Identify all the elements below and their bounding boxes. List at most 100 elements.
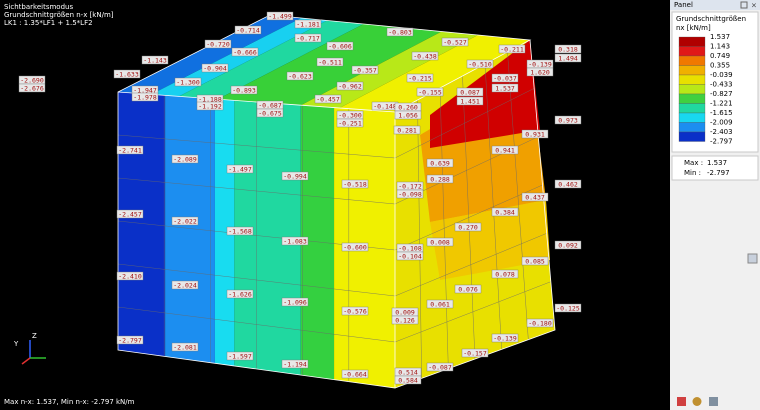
label-box (281, 359, 309, 369)
extremes-box (671, 155, 759, 181)
result-label: -1.192 (198, 103, 222, 111)
result-label: -2.797 (118, 337, 142, 345)
label-box (341, 242, 369, 252)
label-box (201, 63, 229, 73)
label-box (554, 240, 582, 250)
close-button[interactable]: × (751, 2, 757, 10)
result-label: 0.514 (398, 369, 418, 377)
label-box (456, 87, 484, 97)
axis-label: Y (13, 340, 19, 348)
result-label: 0.009 (395, 309, 415, 317)
result-label: -0.717 (296, 35, 320, 43)
result-label: -1.978 (133, 94, 157, 102)
label-box (554, 303, 582, 313)
label-box (231, 47, 259, 57)
result-label: -0.180 (528, 320, 552, 328)
label-box (174, 77, 202, 87)
label-box (466, 59, 494, 69)
label-box (171, 342, 199, 352)
result-label: 0.126 (395, 317, 415, 325)
max-value: 1.537 (707, 159, 727, 167)
label-box (294, 19, 322, 29)
model (117, 14, 556, 389)
result-label: -2.676 (20, 85, 44, 93)
label-box (116, 271, 144, 281)
label-box (386, 27, 414, 37)
result-label: -2.741 (118, 147, 142, 155)
result-label: 0.008 (430, 239, 450, 247)
label-box (226, 351, 254, 361)
label-box (554, 179, 582, 189)
legend-value: -0.827 (710, 90, 733, 98)
label-box (393, 125, 421, 135)
result-label: 0.384 (495, 209, 515, 217)
result-label: -1.300 (176, 79, 200, 87)
footer: Max n-x: 1.537, Min n-x: -2.797 kN/m (4, 398, 135, 406)
tool-button[interactable] (747, 253, 758, 264)
legend-value: 1.537 (710, 33, 730, 41)
label-box (18, 83, 46, 93)
result-label: -0.803 (388, 29, 412, 37)
label-box (426, 174, 454, 184)
result-label: -0.211 (500, 46, 524, 54)
result-label: -2.022 (173, 218, 197, 226)
result-label: -0.576 (343, 308, 367, 316)
result-label: -2.089 (173, 156, 197, 164)
max-label: Max : (684, 159, 703, 167)
tool-button[interactable] (692, 397, 702, 406)
result-label: -1.633 (115, 71, 139, 79)
legend-value: 0.749 (710, 52, 730, 60)
label-box (391, 315, 419, 325)
label-box (294, 33, 322, 43)
result-label: -2.081 (173, 344, 197, 352)
result-label: -1.194 (283, 361, 307, 369)
contour-band (339, 35, 530, 112)
label-box (396, 251, 424, 261)
label-box (526, 318, 554, 328)
result-label: -0.994 (283, 173, 307, 181)
contour-band (165, 95, 215, 364)
result-label: 0.941 (495, 147, 515, 155)
result-label: -0.438 (413, 53, 437, 61)
tool-button[interactable] (677, 397, 686, 406)
axis-label: Z (32, 332, 37, 340)
legend-value: -1.615 (710, 109, 733, 117)
label-box (171, 154, 199, 164)
tool-button[interactable] (709, 397, 718, 406)
label-box (116, 335, 144, 345)
label-box (394, 375, 422, 385)
mesh-line (394, 281, 551, 343)
result-label: -2.457 (118, 211, 142, 219)
label-box (314, 94, 342, 104)
label-box (491, 145, 519, 155)
label-box (336, 81, 364, 91)
result-label: -0.518 (343, 181, 367, 189)
label-box (316, 57, 344, 67)
panel-titlebar (670, 0, 760, 10)
result-label: -0.457 (316, 96, 340, 104)
panel-toolbar (677, 253, 758, 406)
result-label: -1.181 (296, 21, 320, 29)
result-label: 1.620 (530, 69, 550, 77)
label-box (456, 96, 484, 106)
result-label: -2.024 (173, 282, 197, 290)
result-label: -0.664 (343, 371, 367, 379)
mesh-line (117, 306, 396, 343)
result-label: 1.494 (558, 55, 578, 63)
label-box (226, 289, 254, 299)
label-box (234, 25, 262, 35)
label-box (113, 69, 141, 79)
pin-button[interactable] (740, 1, 748, 9)
result-label: -1.499 (268, 13, 292, 21)
label-box (281, 171, 309, 181)
result-label: -1.568 (228, 228, 252, 236)
label-box (286, 71, 314, 81)
result-label: -1.947 (133, 87, 157, 95)
axis (21, 357, 31, 365)
result-label: 0.085 (525, 258, 545, 266)
result-label: -0.172 (398, 183, 422, 191)
result-label: 1.537 (495, 85, 515, 93)
label-box (441, 37, 469, 47)
label-box (281, 236, 309, 246)
label-box (426, 158, 454, 168)
